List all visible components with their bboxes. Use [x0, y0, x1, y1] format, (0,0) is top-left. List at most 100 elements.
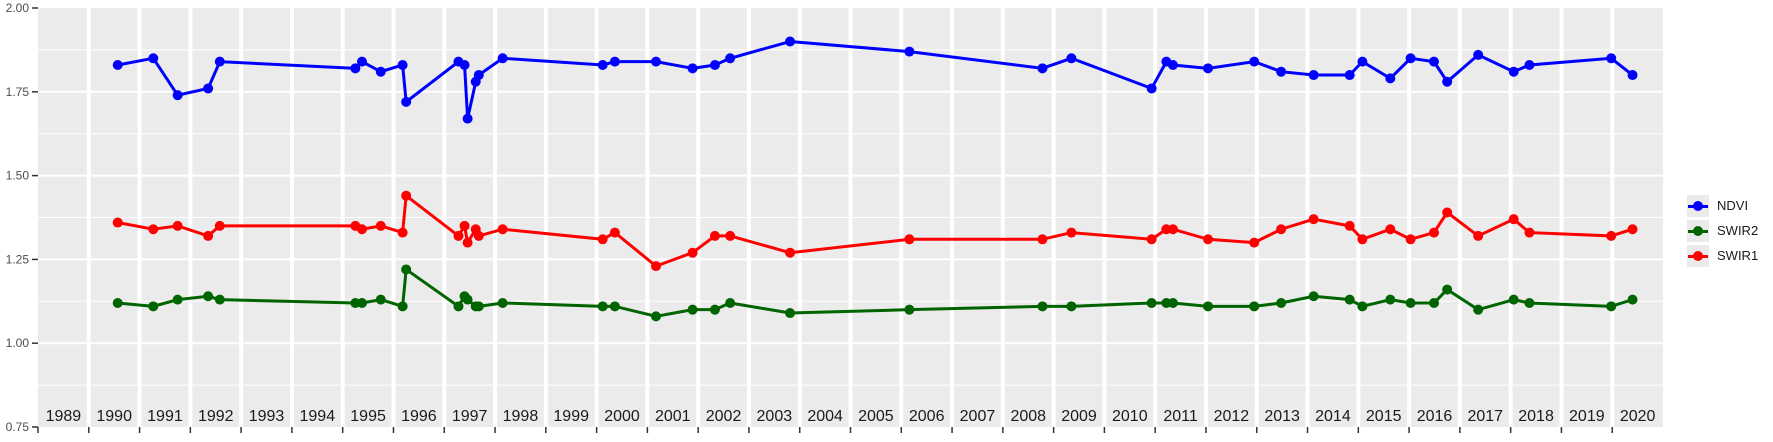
- data-point-swir1: [1385, 224, 1396, 235]
- data-point-swir1: [453, 230, 464, 241]
- data-point-swir2: [1167, 297, 1178, 308]
- data-point-swir1: [1308, 214, 1319, 225]
- data-point-swir1: [112, 217, 123, 228]
- y-tick-label: 1.00: [6, 336, 30, 350]
- y-tick-label: 0.75: [6, 420, 30, 434]
- data-point-ndvi: [1385, 73, 1396, 84]
- data-point-ndvi: [1344, 70, 1355, 81]
- data-point-swir1: [1473, 230, 1484, 241]
- x-year-label: 1999: [553, 408, 589, 425]
- data-point-swir1: [1508, 214, 1519, 225]
- x-year-label: 2011: [1163, 408, 1198, 425]
- data-point-ndvi: [1627, 70, 1638, 81]
- x-year-label: 1995: [350, 408, 386, 425]
- data-point-swir2: [904, 304, 915, 315]
- x-year-label: 2018: [1518, 408, 1554, 425]
- data-point-swir1: [375, 220, 386, 231]
- data-point-swir2: [473, 301, 484, 312]
- data-point-swir1: [785, 247, 796, 258]
- data-point-ndvi: [651, 56, 662, 67]
- data-point-swir2: [462, 294, 473, 305]
- data-point-swir1: [172, 220, 183, 231]
- data-point-ndvi: [687, 63, 698, 74]
- data-point-swir2: [1249, 301, 1260, 312]
- data-point-ndvi: [1405, 53, 1416, 64]
- data-point-swir1: [1606, 230, 1617, 241]
- data-point-swir1: [904, 234, 915, 245]
- data-point-swir2: [1357, 301, 1368, 312]
- data-point-ndvi: [112, 59, 123, 70]
- data-point-ndvi: [350, 63, 361, 74]
- data-point-ndvi: [397, 59, 408, 70]
- data-point-swir2: [651, 311, 662, 322]
- legend-key-swir2-icon: [1687, 220, 1709, 242]
- data-point-ndvi: [356, 56, 367, 67]
- data-point-swir1: [651, 261, 662, 272]
- x-year-label: 1992: [198, 408, 234, 425]
- y-tick-label: 2.00: [6, 1, 30, 15]
- x-year-label: 1997: [452, 408, 488, 425]
- data-point-ndvi: [375, 66, 386, 77]
- data-point-ndvi: [1276, 66, 1287, 77]
- data-point-ndvi: [1606, 53, 1617, 64]
- data-point-ndvi: [1508, 66, 1519, 77]
- data-point-ndvi: [172, 90, 183, 101]
- data-point-swir2: [112, 297, 123, 308]
- data-point-swir1: [709, 230, 720, 241]
- data-point-swir1: [462, 237, 473, 248]
- data-point-swir2: [687, 304, 698, 315]
- x-year-label: 2013: [1264, 408, 1300, 425]
- data-point-ndvi: [1308, 70, 1319, 81]
- legend: NDVI SWIR2 SWIR1: [1687, 195, 1758, 267]
- data-point-swir2: [1405, 297, 1416, 308]
- y-tick-label: 1.25: [6, 252, 30, 266]
- data-point-ndvi: [462, 113, 473, 124]
- data-point-swir2: [609, 301, 620, 312]
- data-point-swir2: [785, 308, 796, 319]
- data-point-ndvi: [904, 46, 915, 57]
- data-point-swir1: [1203, 234, 1213, 245]
- data-point-swir1: [459, 220, 470, 231]
- data-point-swir1: [1442, 207, 1453, 218]
- data-point-swir2: [1606, 301, 1617, 312]
- x-year-label: 2014: [1315, 408, 1351, 425]
- x-year-label: 1989: [46, 408, 82, 425]
- x-year-label: 2004: [807, 408, 843, 425]
- data-point-swir2: [1508, 294, 1519, 305]
- data-point-swir2: [356, 297, 367, 308]
- data-point-ndvi: [709, 59, 720, 70]
- x-year-label: 2006: [909, 408, 945, 425]
- data-point-ndvi: [1357, 56, 1368, 67]
- x-year-label: 1990: [96, 408, 132, 425]
- data-point-swir2: [1037, 301, 1048, 312]
- x-year-label: 2005: [858, 408, 894, 425]
- x-year-label: 2016: [1417, 408, 1453, 425]
- data-point-swir2: [1627, 294, 1638, 305]
- x-year-label: 1996: [401, 408, 437, 425]
- data-point-swir1: [148, 224, 159, 235]
- data-point-ndvi: [203, 83, 214, 94]
- data-point-ndvi: [214, 56, 225, 67]
- data-point-swir2: [597, 301, 608, 312]
- legend-item-ndvi: NDVI: [1687, 195, 1758, 217]
- data-point-ndvi: [785, 36, 796, 47]
- data-point-swir2: [1344, 294, 1355, 305]
- data-point-swir2: [1524, 297, 1535, 308]
- data-point-swir1: [397, 227, 408, 238]
- data-point-ndvi: [725, 53, 736, 64]
- data-point-swir1: [203, 230, 214, 241]
- legend-item-swir1: SWIR1: [1687, 245, 1758, 267]
- data-point-swir1: [597, 234, 608, 245]
- data-point-swir1: [473, 230, 484, 241]
- x-year-label: 1993: [249, 408, 285, 425]
- data-point-swir1: [214, 220, 225, 231]
- data-point-swir2: [1473, 304, 1484, 315]
- data-point-ndvi: [401, 96, 412, 107]
- data-point-swir2: [453, 301, 464, 312]
- data-point-swir2: [1428, 297, 1439, 308]
- data-point-swir2: [214, 294, 225, 305]
- legend-label-ndvi: NDVI: [1717, 198, 1749, 213]
- x-year-label: 2009: [1061, 408, 1097, 425]
- data-point-swir2: [203, 291, 214, 302]
- data-point-swir1: [497, 224, 508, 235]
